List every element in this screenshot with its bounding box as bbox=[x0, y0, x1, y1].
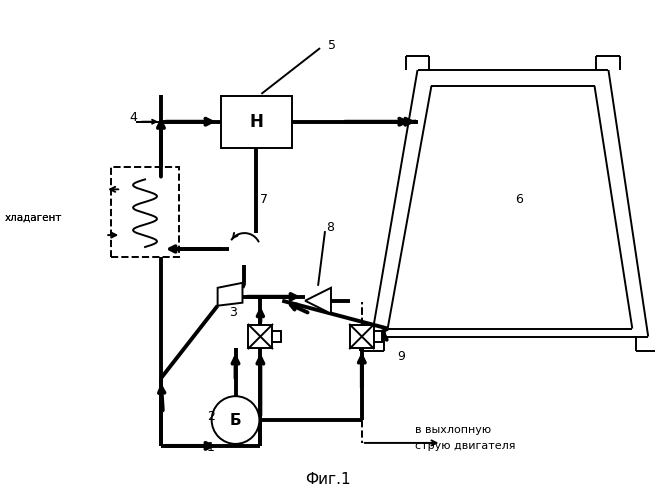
Text: хладагент: хладагент bbox=[5, 212, 62, 222]
Text: 2: 2 bbox=[207, 410, 215, 423]
Polygon shape bbox=[217, 283, 242, 306]
Polygon shape bbox=[305, 288, 331, 314]
Bar bbox=[374, 331, 382, 342]
Text: 9: 9 bbox=[397, 350, 405, 363]
Bar bbox=[350, 324, 374, 348]
Text: хладагент: хладагент bbox=[5, 212, 62, 222]
Circle shape bbox=[212, 396, 260, 444]
Text: в выхлопную: в выхлопную bbox=[415, 425, 491, 435]
Text: Б: Б bbox=[230, 413, 241, 428]
Text: 5: 5 bbox=[328, 38, 336, 51]
Text: 1: 1 bbox=[207, 442, 215, 455]
Text: 3: 3 bbox=[229, 306, 237, 319]
Text: 7: 7 bbox=[260, 193, 268, 206]
Bar bbox=[248, 324, 272, 348]
Bar bbox=[350, 324, 374, 348]
Bar bbox=[111, 168, 179, 257]
Text: струю двигателя: струю двигателя bbox=[415, 441, 515, 451]
Text: Н: Н bbox=[250, 113, 263, 131]
Text: 4: 4 bbox=[129, 111, 137, 124]
Text: Фиг.1: Фиг.1 bbox=[306, 472, 351, 487]
Bar bbox=[248, 324, 272, 348]
Text: 6: 6 bbox=[515, 193, 523, 206]
Bar bbox=[221, 96, 292, 148]
Bar bbox=[272, 331, 281, 342]
Text: 8: 8 bbox=[326, 221, 334, 234]
